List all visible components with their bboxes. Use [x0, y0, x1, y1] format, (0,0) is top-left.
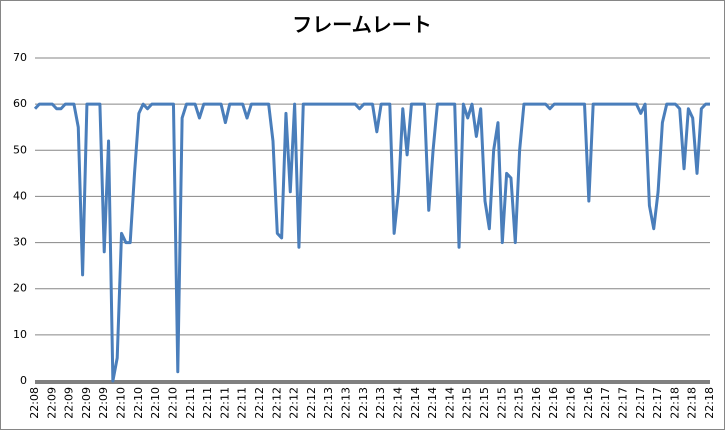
x-tick-label: 22:15 [495, 387, 508, 419]
x-tick-label: 22:12 [253, 387, 266, 419]
x-tick-label: 22:14 [426, 387, 439, 419]
y-tick-label: 70 [13, 51, 27, 64]
x-tick-label: 22:14 [409, 387, 422, 419]
x-tick-label: 22:10 [166, 387, 179, 419]
x-tick-label: 22:13 [357, 387, 370, 419]
x-tick-label: 22:16 [530, 387, 543, 419]
x-tick-label: 22:11 [218, 387, 231, 419]
x-tick-label: 22:18 [703, 387, 716, 419]
x-tick-label: 22:17 [599, 387, 612, 419]
y-tick-label: 20 [13, 282, 27, 295]
x-tick-label: 22:14 [391, 387, 404, 419]
y-tick-label: 10 [13, 328, 27, 341]
x-tick-label: 22:11 [236, 387, 249, 419]
x-tick-label: 22:12 [288, 387, 301, 419]
x-tick-label: 22:12 [270, 387, 283, 419]
x-tick-label: 22:09 [97, 387, 110, 419]
y-tick-label: 30 [13, 236, 27, 249]
x-tick-label: 22:18 [668, 387, 681, 419]
y-tick-label: 50 [13, 143, 27, 156]
x-tick-label: 22:10 [149, 387, 162, 419]
y-tick-label: 0 [20, 374, 27, 387]
x-tick-label: 22:13 [374, 387, 387, 419]
x-tick-label: 22:09 [80, 387, 93, 419]
x-tick-label: 22:16 [547, 387, 560, 419]
x-tick-label: 22:09 [63, 387, 76, 419]
chart-title: フレームレート [292, 13, 431, 37]
x-tick-label: 22:08 [28, 387, 41, 419]
x-tick-label: 22:09 [45, 387, 58, 419]
x-tick-label: 22:10 [115, 387, 128, 419]
x-tick-label: 22:16 [582, 387, 595, 419]
x-tick-label: 22:15 [478, 387, 491, 419]
x-tick-label: 22:12 [305, 387, 318, 419]
x-tick-label: 22:15 [513, 387, 526, 419]
x-tick-label: 22:14 [443, 387, 456, 419]
x-tick-label: 22:16 [565, 387, 578, 419]
x-tick-label: 22:11 [201, 387, 214, 419]
y-tick-label: 60 [13, 97, 27, 110]
x-tick-label: 22:10 [132, 387, 145, 419]
data-line [33, 102, 710, 383]
x-tick-label: 22:17 [651, 387, 664, 419]
x-tick-label: 22:11 [184, 387, 197, 419]
y-tick-label: 40 [13, 189, 27, 202]
x-tick-label: 22:17 [616, 387, 629, 419]
x-tick-label: 22:13 [322, 387, 335, 419]
x-tick-label: 22:17 [634, 387, 647, 419]
x-tick-label: 22:15 [461, 387, 474, 419]
x-tick-label: 22:13 [340, 387, 353, 419]
x-tick-label: 22:18 [686, 387, 699, 419]
